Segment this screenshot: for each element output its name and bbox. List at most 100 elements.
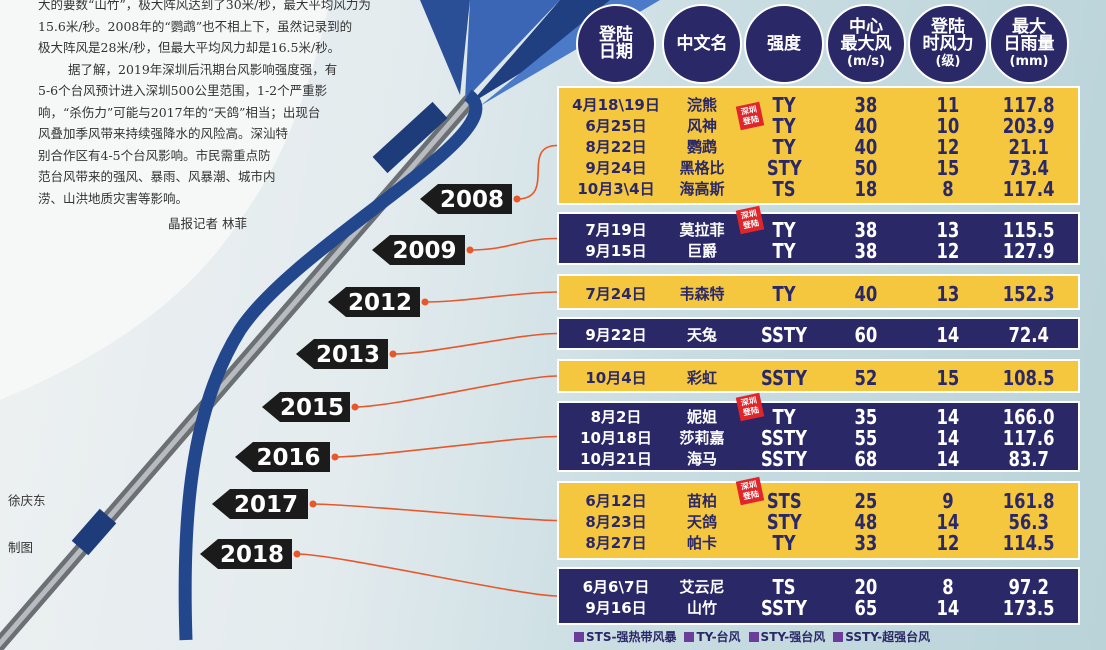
- cell-text: 鹦鹉: [686, 138, 717, 156]
- table-cell: 山竹: [642, 598, 762, 619]
- table-cell: 12: [888, 533, 1008, 554]
- byline: 晶报记者 林菲: [168, 216, 247, 231]
- sleeve: [372, 101, 448, 174]
- table-cell: 苗柏: [642, 491, 762, 512]
- cell-text: 55: [854, 426, 878, 450]
- cell-text: STY: [766, 156, 802, 180]
- table-cell: 18: [806, 179, 926, 200]
- connector-dot: [421, 298, 429, 306]
- landfall-stamp: 深圳登陆: [735, 101, 765, 131]
- cell-text: 33: [854, 531, 878, 555]
- year-tag: [372, 235, 465, 265]
- connector: [296, 553, 558, 597]
- table-cell: 173.5: [969, 598, 1089, 619]
- cell-text: 6月25日: [585, 117, 647, 135]
- cell-text: 13: [936, 217, 960, 242]
- table-cell: 97.2: [969, 577, 1089, 598]
- header-text: 登陆: [599, 25, 633, 45]
- connector: [334, 435, 558, 458]
- cell-text: 68: [854, 447, 878, 471]
- cell-text: 166.0: [1003, 405, 1055, 429]
- table-cell: SSTY: [724, 598, 844, 619]
- table-cell: 21.1: [969, 137, 1089, 158]
- connector-dot: [309, 500, 317, 508]
- connector: [469, 237, 558, 251]
- cell-text: 10月4日: [585, 368, 647, 387]
- table-cell: SSTY: [724, 428, 844, 449]
- table-cell: 12: [888, 137, 1008, 158]
- connector-dot: [351, 403, 359, 411]
- table-cell: 14: [888, 512, 1008, 533]
- cell-text: 15: [936, 365, 960, 390]
- connector: [424, 291, 558, 303]
- table-cell: 黑格比: [642, 158, 762, 179]
- table-cell: 韦森特: [642, 284, 762, 305]
- landfall-stamp: 深圳登陆: [735, 205, 765, 234]
- cell-text: 40: [854, 135, 878, 159]
- table-cell: 166.0: [969, 407, 1089, 428]
- cell-text: 浣熊: [686, 96, 717, 114]
- legend-swatch: [684, 631, 695, 642]
- table-cell: 10月3\4日: [556, 179, 676, 200]
- table-cell: TS: [724, 577, 844, 598]
- cell-text: 帕卡: [686, 534, 717, 552]
- header-text: 最大风: [840, 33, 892, 54]
- table-cell: 莫拉菲: [642, 220, 762, 241]
- table-cell: 13: [888, 283, 1008, 305]
- cell-text: 115.5: [1003, 217, 1055, 242]
- table-cell: SSTY: [724, 325, 844, 346]
- table-cell: TY: [724, 137, 844, 158]
- cell-text: 25: [854, 489, 878, 513]
- year-label: 2013: [316, 342, 380, 368]
- table-cell: 35: [806, 407, 926, 428]
- group-box: 7月24日 韦森特 TY 40 13 152.3: [557, 274, 1080, 310]
- cell-text: 7月19日: [585, 220, 647, 239]
- cell-text: 40: [854, 114, 878, 138]
- cell-text: SSTY: [761, 365, 807, 390]
- legend-item: SSTY-超强台风: [833, 628, 930, 645]
- cell-text: 14: [936, 447, 960, 471]
- legend-item: STS-强热带风暴: [574, 628, 676, 645]
- legend-text: STS-强热带风暴: [586, 630, 677, 644]
- cell-text: 9月15日: [585, 241, 647, 260]
- cell-text: 9月22日: [585, 326, 647, 344]
- cell-text: 20: [854, 575, 878, 599]
- cell-text: TY: [772, 114, 796, 138]
- year-tag: [328, 287, 420, 317]
- credit: 制图: [8, 540, 34, 555]
- table-cell: 108.5: [969, 367, 1089, 389]
- umbrella-handle: [178, 89, 483, 641]
- header-circle: 最大 日雨量 (mm): [989, 4, 1069, 84]
- cell-text: SSTY: [761, 323, 807, 347]
- header-text: 强度: [767, 33, 801, 54]
- cell-text: 203.9: [1003, 114, 1055, 138]
- table-cell: 8: [888, 577, 1008, 598]
- cell-text: 38: [854, 93, 878, 117]
- table-cell: TY: [724, 219, 844, 241]
- cell-text: 10月18日: [580, 429, 652, 447]
- cell-text: 7月24日: [585, 284, 647, 303]
- table-cell: TY: [724, 283, 844, 305]
- cell-text: 14: [936, 596, 960, 620]
- cell-text: 114.5: [1003, 531, 1055, 555]
- article-line: 响，“杀伤力”可能与2017年的“天鸽”相当；出现台: [38, 104, 321, 120]
- table-cell: 25: [806, 491, 926, 512]
- table-cell: 8月27日: [556, 533, 676, 554]
- year-label: 2015: [280, 395, 344, 421]
- cell-text: STS: [766, 489, 802, 513]
- cell-text: 14: [936, 323, 960, 347]
- sleeve: [71, 508, 117, 556]
- header-circle: 登陆 日期: [576, 4, 656, 84]
- legend: STS-强热带风暴 TY-台风 STY-强台风 SSTY-超强台风: [574, 628, 930, 645]
- cell-text: 9: [942, 489, 954, 513]
- table-cell: 6月6\7日: [556, 577, 676, 598]
- article-line: 据了解，2019年深圳后汛期台风影响强度强，有: [68, 61, 338, 77]
- table-cell: 15: [888, 158, 1008, 179]
- table-cell: STS: [724, 491, 844, 512]
- header-text: 最大: [1012, 16, 1046, 37]
- table-cell: TY: [724, 240, 844, 262]
- cell-text: 56.3: [1008, 510, 1050, 534]
- legend-text: SSTY-超强台风: [845, 630, 931, 644]
- cell-text: 35: [854, 405, 878, 429]
- table-cell: 203.9: [969, 116, 1089, 137]
